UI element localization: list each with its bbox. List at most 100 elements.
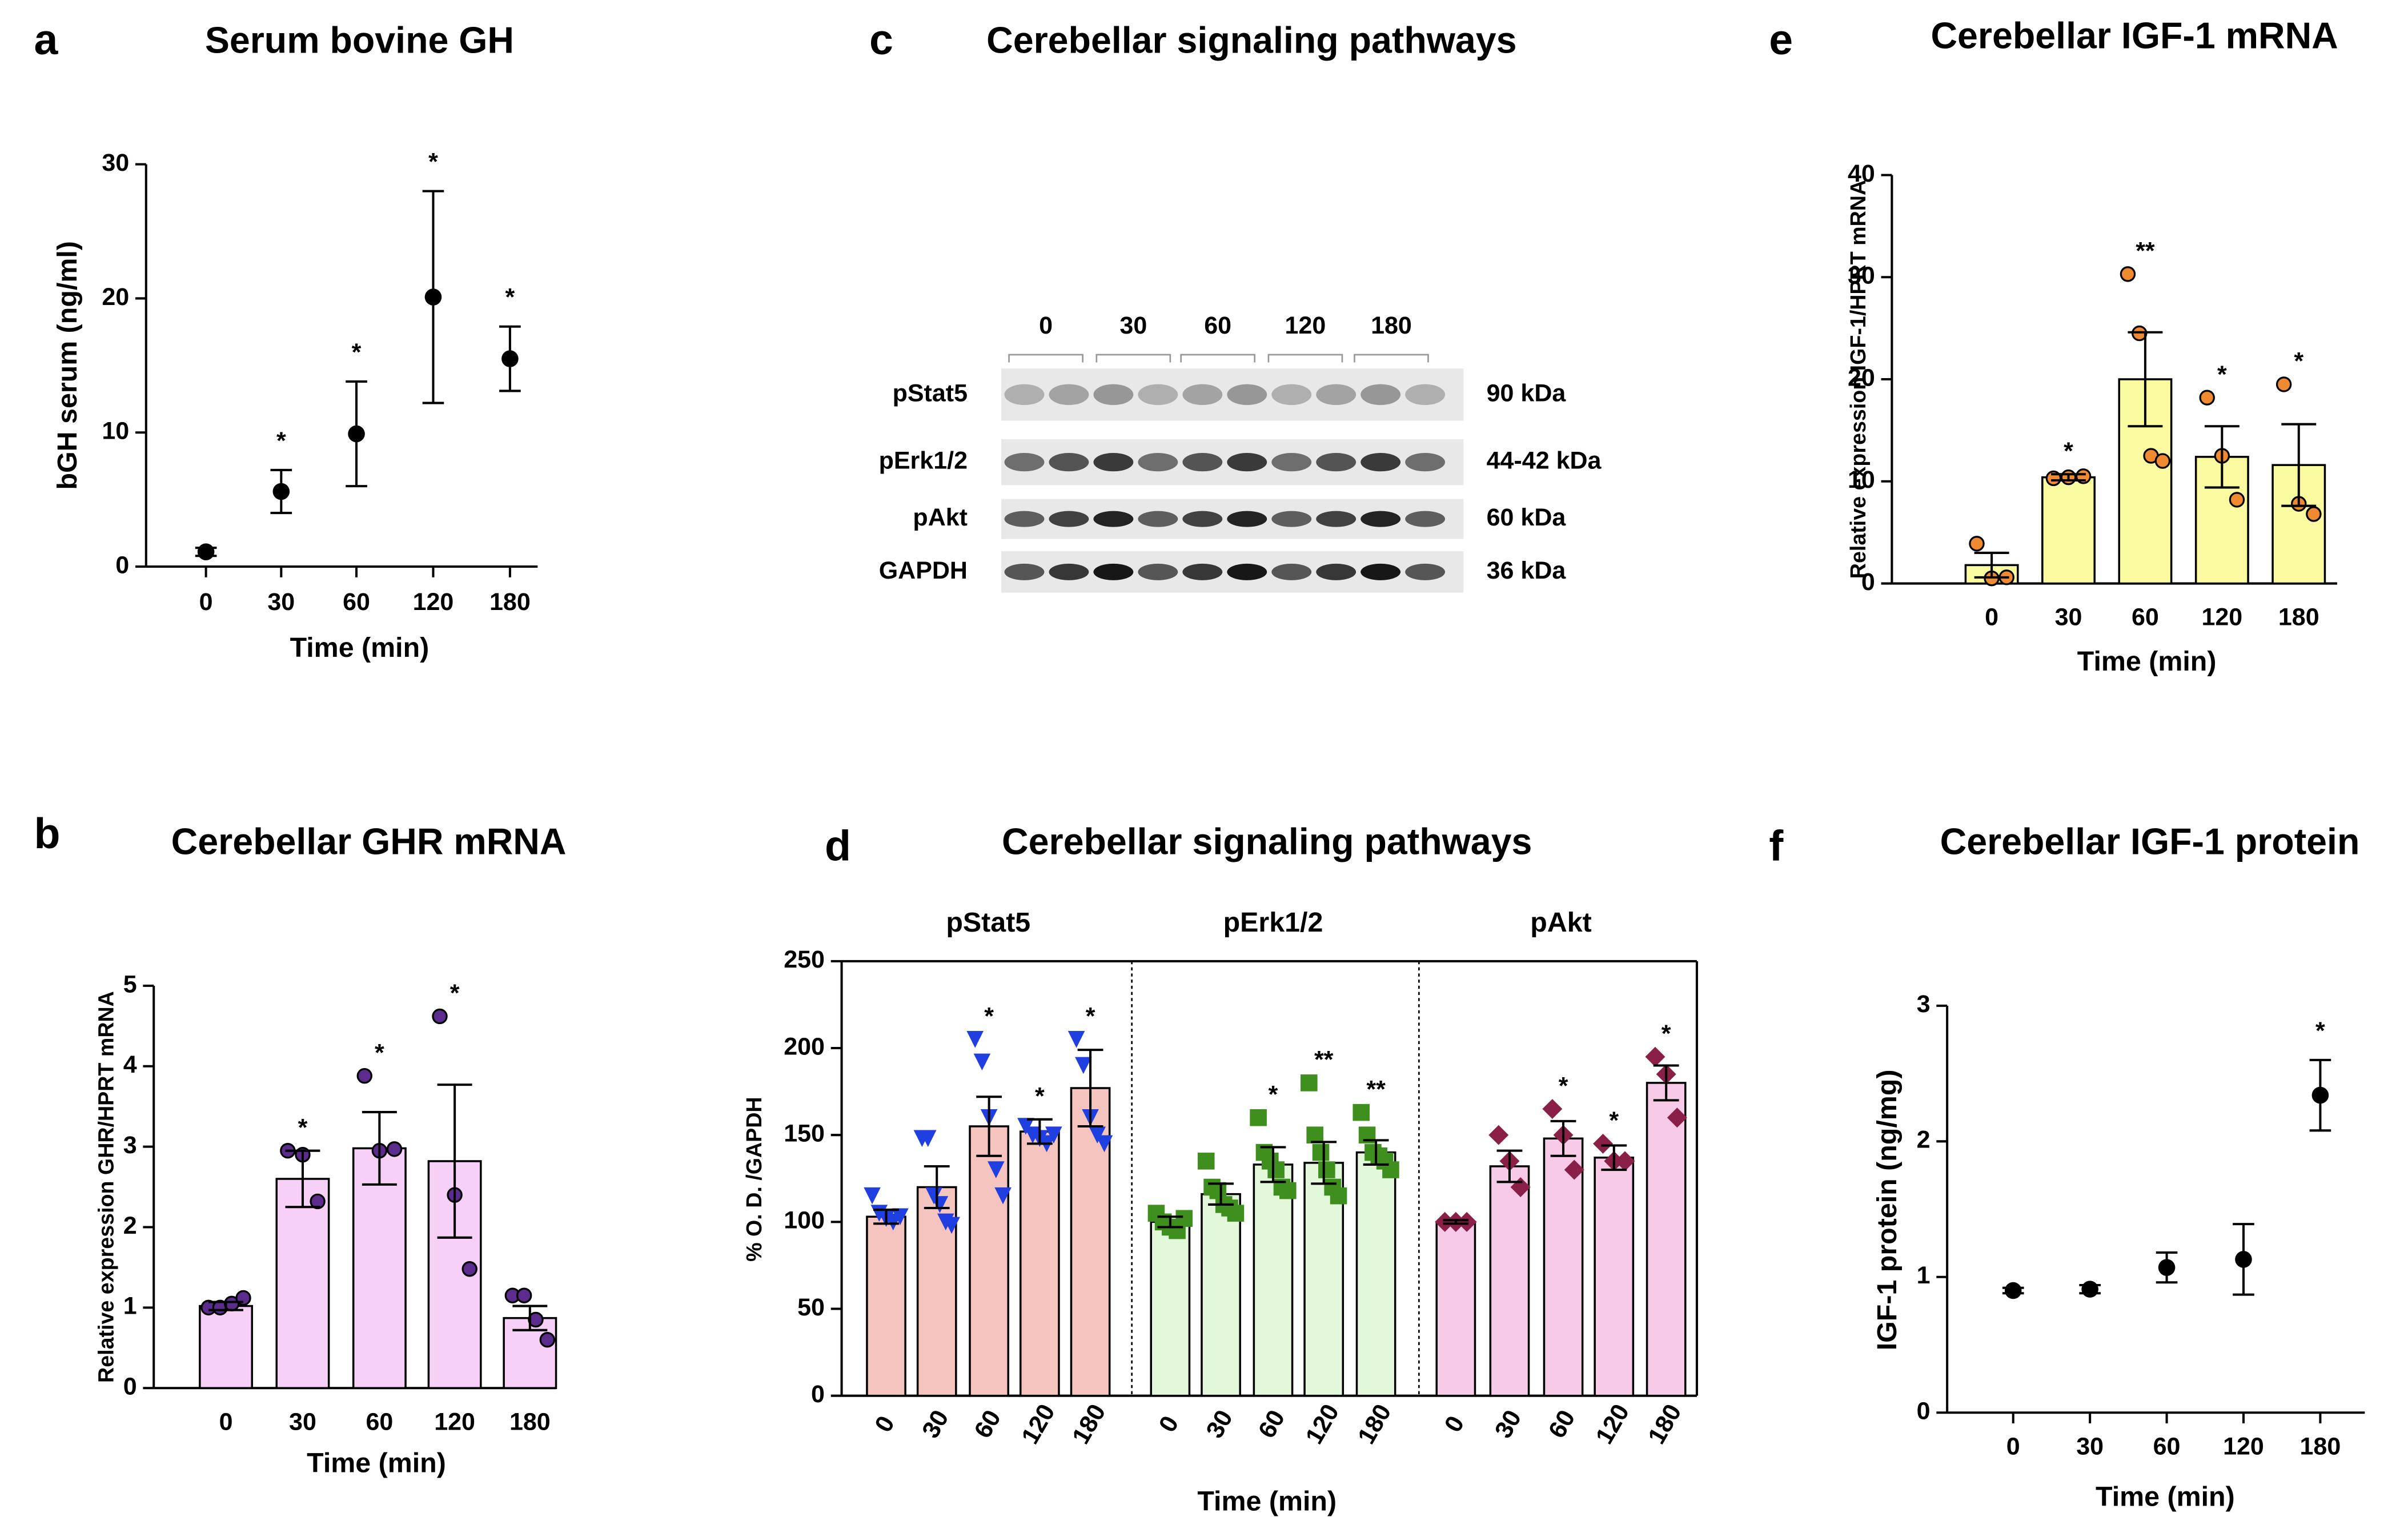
data-point xyxy=(1488,1125,1509,1145)
chart-title: Cerebellar IGF-1 mRNA xyxy=(1931,15,2338,56)
data-point xyxy=(1250,1109,1267,1126)
bar xyxy=(1355,1151,1396,1397)
significance: * xyxy=(375,1039,384,1066)
blot-band xyxy=(1316,563,1356,580)
bar xyxy=(1435,1221,1476,1397)
x-tick-label: 30 xyxy=(1490,1406,1527,1443)
y-tick-label: 30 xyxy=(1848,262,1875,290)
chart-title: Cerebellar signaling pathways xyxy=(986,19,1516,61)
data-point xyxy=(432,1008,448,1025)
data-point xyxy=(1267,1161,1285,1178)
panel-letter: d xyxy=(825,822,851,870)
data-point xyxy=(2311,1086,2329,1104)
blot-band xyxy=(1360,453,1401,472)
data-point xyxy=(973,1053,991,1071)
data-point xyxy=(2154,453,2171,469)
y-tick-label: 0 xyxy=(1861,568,1875,596)
bar xyxy=(275,1178,330,1389)
blot-band xyxy=(1049,384,1089,406)
y-tick-label: 0 xyxy=(811,1381,825,1408)
data-point xyxy=(1645,1046,1665,1067)
significance: * xyxy=(2217,361,2227,388)
blot-band xyxy=(1405,453,1446,472)
y-tick-label: 3 xyxy=(1917,990,1931,1018)
bar xyxy=(1646,1082,1687,1397)
y-tick-label: 200 xyxy=(784,1033,825,1060)
data-point xyxy=(1542,1099,1563,1119)
blot-band xyxy=(1138,384,1178,406)
blot-band xyxy=(1049,453,1089,472)
significance: * xyxy=(984,1003,994,1030)
data-point xyxy=(539,1332,556,1348)
x-tick-label: 120 xyxy=(2201,604,2242,631)
x-tick-label: 0 xyxy=(1154,1411,1185,1437)
blot-band xyxy=(1360,511,1401,527)
data-point xyxy=(501,350,519,367)
data-point xyxy=(1330,1187,1347,1205)
data-point xyxy=(1312,1143,1330,1161)
y-tick-label: 10 xyxy=(1848,466,1875,493)
bar xyxy=(2041,476,2096,585)
significance: * xyxy=(428,149,438,176)
y-tick-label: 150 xyxy=(784,1120,825,1147)
x-tick-label: 60 xyxy=(343,588,370,616)
x-tick-label: 120 xyxy=(2223,1432,2264,1460)
blot-band xyxy=(1360,384,1401,406)
data-point xyxy=(1175,1210,1193,1227)
band-size: 44-42 kDa xyxy=(1487,447,1602,475)
blot-band xyxy=(1004,563,1045,580)
blot-band xyxy=(1227,511,1267,527)
band-size: 90 kDa xyxy=(1487,379,1567,407)
data-point xyxy=(966,1031,984,1048)
significance: * xyxy=(1661,1020,1671,1048)
lane-bracket xyxy=(1008,354,1083,363)
data-point xyxy=(1045,1126,1062,1143)
lane-label: 60 xyxy=(1204,312,1231,339)
data-point xyxy=(1075,1057,1092,1074)
group-label: pAkt xyxy=(1530,907,1592,938)
x-tick-label: 120 xyxy=(434,1408,475,1435)
blot-band xyxy=(1093,453,1134,472)
chart-title: Serum bovine GH xyxy=(205,19,514,61)
band-size: 36 kDa xyxy=(1487,557,1567,584)
panel-letter: c xyxy=(869,15,893,63)
x-tick-label: 120 xyxy=(1016,1399,1060,1448)
blot-band xyxy=(1182,384,1223,406)
data-point xyxy=(2275,376,2292,392)
data-point xyxy=(943,1217,960,1234)
blot-band xyxy=(1360,563,1401,580)
x-axis-label: Time (min) xyxy=(2096,1482,2235,1512)
band-size: 60 kDa xyxy=(1487,504,1567,531)
significance: * xyxy=(2315,1017,2325,1045)
data-point xyxy=(919,1130,937,1147)
blot-band xyxy=(1004,384,1045,406)
bar xyxy=(199,1305,253,1389)
band-label: GAPDH xyxy=(879,557,968,584)
band-label: pStat5 xyxy=(893,379,968,407)
lane-label: 180 xyxy=(1371,312,1412,339)
blot-band xyxy=(1271,511,1312,527)
x-tick-label: 30 xyxy=(917,1406,954,1443)
x-tick-label: 120 xyxy=(1301,1399,1345,1448)
data-point xyxy=(2158,1259,2176,1276)
x-tick-label: 30 xyxy=(267,588,295,616)
bar xyxy=(969,1125,1009,1397)
blot-band xyxy=(1049,511,1089,527)
y-tick-label: 20 xyxy=(1848,364,1875,391)
y-tick-label: 2 xyxy=(123,1212,137,1239)
bar xyxy=(1489,1165,1530,1397)
data-point xyxy=(892,1208,909,1226)
x-tick-label: 120 xyxy=(1591,1399,1635,1448)
x-axis-label: Time (min) xyxy=(1197,1486,1337,1517)
significance: * xyxy=(298,1114,308,1141)
bar xyxy=(1070,1087,1111,1397)
y-tick-label: 50 xyxy=(797,1294,825,1321)
data-point xyxy=(424,288,442,306)
x-tick-label: 0 xyxy=(869,1411,900,1437)
data-point xyxy=(1353,1103,1370,1121)
blot-band xyxy=(1316,384,1356,406)
panel-letter: e xyxy=(1769,15,1793,63)
data-point xyxy=(864,1187,881,1205)
blot-band xyxy=(1405,384,1446,406)
y-tick-label: 4 xyxy=(123,1051,137,1078)
